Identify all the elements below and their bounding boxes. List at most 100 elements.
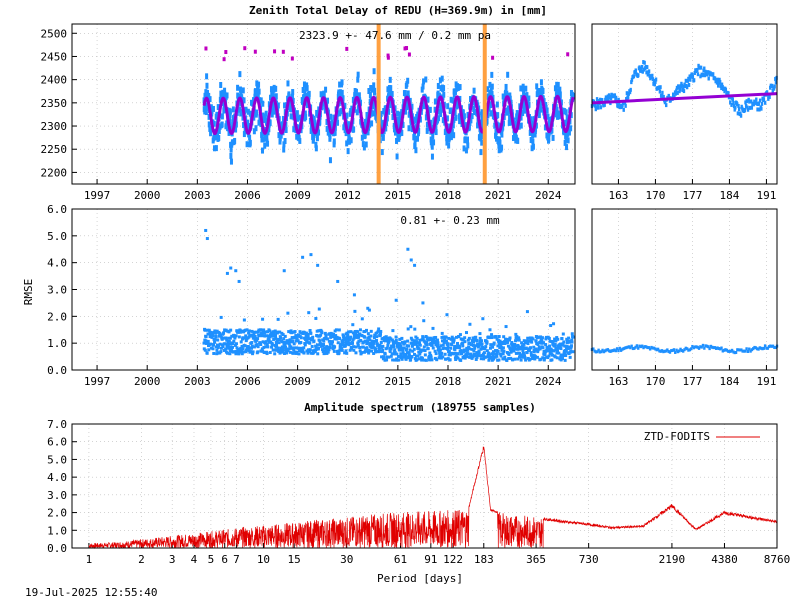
rmse-point [234,342,238,346]
rmse-point [294,334,298,338]
ztd-point [217,135,221,142]
rmse-point [358,349,362,353]
rmse-point [354,351,358,355]
ztd-point [205,89,209,96]
ztd-point [514,130,518,137]
ztd-point [486,112,490,119]
ztd-point [479,149,483,156]
rmse-point [270,345,274,349]
rmse-point [522,342,526,346]
rmse-point [257,328,261,332]
rmse-point [314,348,318,352]
ztd-outlier [222,57,226,62]
rmse-recent-point [699,345,702,349]
rmse-point [260,347,264,351]
ztd-recent-point [658,85,661,90]
spectrum-x-tick-label: 2 [138,553,145,566]
rmse-point [373,350,377,354]
rmse-point [397,358,401,362]
rmse-point [506,340,510,344]
ztd-point [529,116,533,123]
ztd-point [424,76,428,83]
ztd-point [463,136,467,143]
rmse-point [299,331,303,335]
rmse-point [449,337,453,341]
ztd-point [389,85,393,92]
ztd-point [534,126,538,133]
rmse-point [282,337,286,341]
rmse-point [406,356,410,360]
rmse-point [375,335,379,339]
rmse-point [343,336,347,340]
ztd-recent-point [748,105,752,110]
ztd-point [360,134,364,141]
rmse-point [464,349,468,353]
rmse-recent-point [647,346,651,350]
rmse-point [233,343,237,347]
ztd-recent-point [687,76,690,81]
ztd-point [261,136,265,143]
rmse-point [259,328,263,332]
ztd-point [287,91,291,98]
ztd-point [236,84,240,91]
rmse-point [565,337,569,341]
rmse-point [288,338,292,342]
rmse-point [342,334,346,338]
rmse-recent-point [634,345,637,349]
rmse-point [389,347,393,351]
ztd-point [361,141,365,148]
rmse-recent-point [758,346,762,350]
ztd-recent-point [720,86,723,91]
ztd-point [252,114,256,121]
rmse-point [341,340,345,344]
ztd-point [385,119,389,126]
rmse-point [547,354,551,358]
rmse-point [542,358,546,362]
rmse-recent-point [617,349,620,353]
ztd-point [372,82,376,89]
ztd-point [487,105,491,112]
rmse-point [202,341,206,345]
ztd-point [248,134,252,141]
rmse-point [517,347,521,351]
ztd-recent-point [724,87,728,92]
rmse-point [358,346,362,350]
rmse-point [264,340,268,344]
ztd-recent-point [630,77,634,82]
rmse-point [325,337,329,341]
ztd-point [445,139,449,146]
rmse-point [431,346,435,350]
rmse-point [244,334,248,338]
rmse-point [426,347,430,351]
rmse-point [361,345,365,349]
rmse-point [276,330,280,334]
ztd-recent-point [671,92,675,97]
rmse-point [521,351,525,355]
rmse-point [294,336,298,340]
ztd-point [261,100,265,107]
ztd-point [290,93,294,100]
rmse-point [507,338,511,342]
ztd-recent-point [737,103,740,108]
rmse-point [405,344,409,348]
rmse-point [302,330,306,334]
rmse-point [429,355,433,359]
rmse-point [218,342,222,346]
ztd-point [228,111,232,118]
rmse-point [525,339,529,343]
rmse-point [349,335,353,339]
rmse-point [222,331,226,335]
spectrum-line [88,446,778,550]
ztd-point [430,153,434,160]
ztd-recent-point [680,83,684,88]
rmse-point [449,346,453,350]
ztd-recent-point [718,79,722,84]
rmse-recent-point [766,346,769,350]
ztd-point [449,134,453,141]
rmse-recent-point [732,350,735,354]
ztd-point [203,108,207,115]
rmse-point [392,342,396,346]
rmse-recent-point [626,345,629,349]
rmse-point [516,357,520,361]
